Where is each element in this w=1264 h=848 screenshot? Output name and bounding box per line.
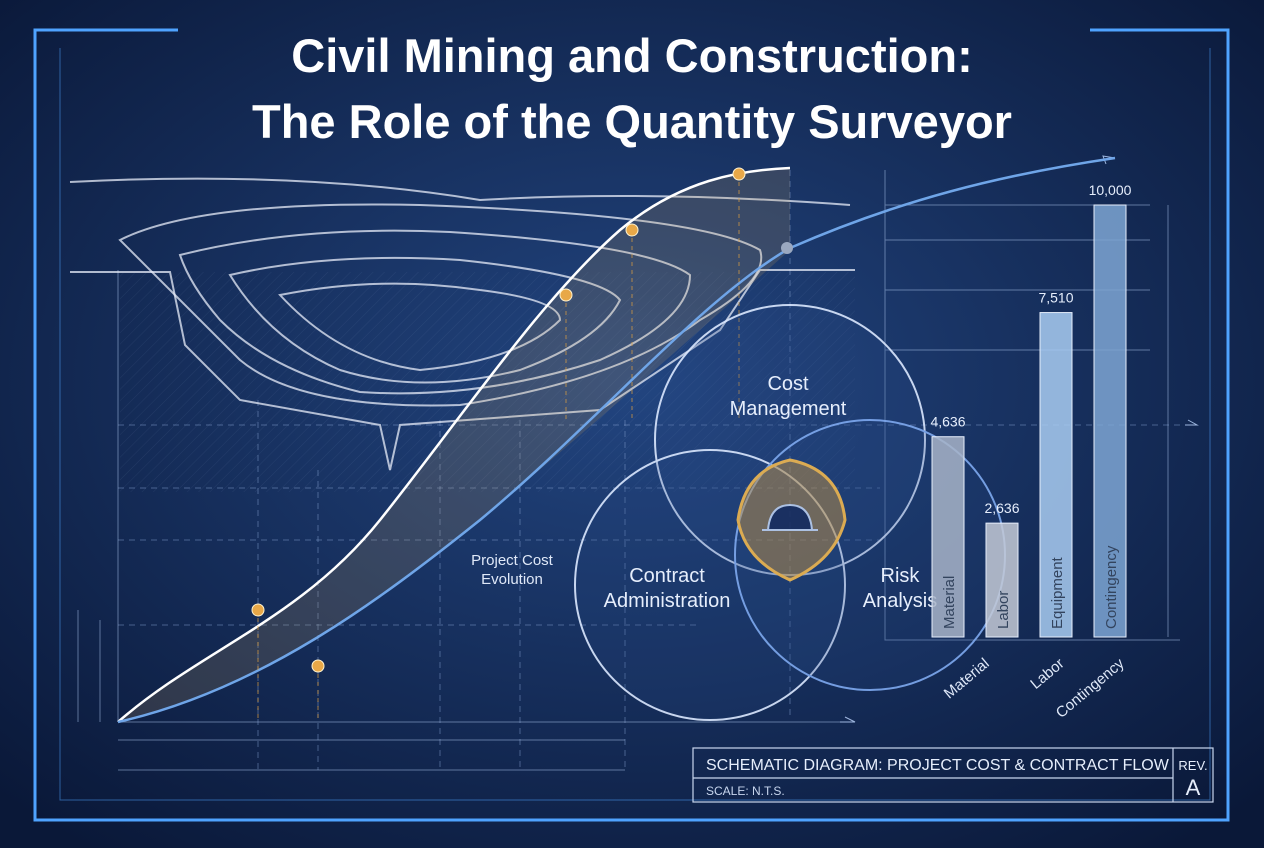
title-block-scale: SCALE: N.T.S. (706, 784, 785, 798)
frame (33, 28, 1230, 822)
venn-label: Management (730, 398, 847, 420)
title-line: The Role of the Quantity Surveyor (252, 95, 1012, 148)
bar-category-label: Contingency (1103, 545, 1120, 629)
bar (1039, 312, 1073, 638)
bar-value-label: 10,000 (1089, 182, 1132, 198)
bar-chart: 4,636 Material 2,636 Labor 7,510 Equipment 10,… (930, 182, 1131, 722)
bar-category-label: Labor (995, 591, 1012, 629)
bar (1093, 204, 1127, 638)
title-block (692, 747, 1214, 803)
bar-value-label: 2,636 (984, 500, 1019, 516)
rev: A (1186, 775, 1201, 800)
curve-label: Evolution (481, 571, 543, 588)
curve-label: Project Cost (471, 552, 554, 569)
bar-value-label: 4,636 (930, 414, 965, 430)
venn-label: Cost (767, 373, 809, 395)
venn-label: Administration (604, 590, 731, 612)
bar (985, 522, 1019, 638)
venn-label: Analysis (863, 590, 937, 612)
mine-pit (69, 177, 855, 492)
bar-category-label: Equipment (1049, 556, 1066, 629)
bar (931, 436, 965, 638)
title-block-heading: SCHEMATIC DIAGRAM: PROJECT COST & CONTRA… (706, 757, 1170, 774)
bar-category-label: Material (941, 576, 958, 629)
venn-label: Contract (629, 565, 705, 587)
bar-value-label: 7,510 (1038, 290, 1073, 306)
cost-curves (117, 156, 1116, 724)
title-line: Civil Mining and Construction: (291, 29, 972, 82)
grid (77, 155, 1199, 771)
venn-label: Risk (881, 565, 921, 587)
rev-label: REV. (1178, 758, 1207, 773)
